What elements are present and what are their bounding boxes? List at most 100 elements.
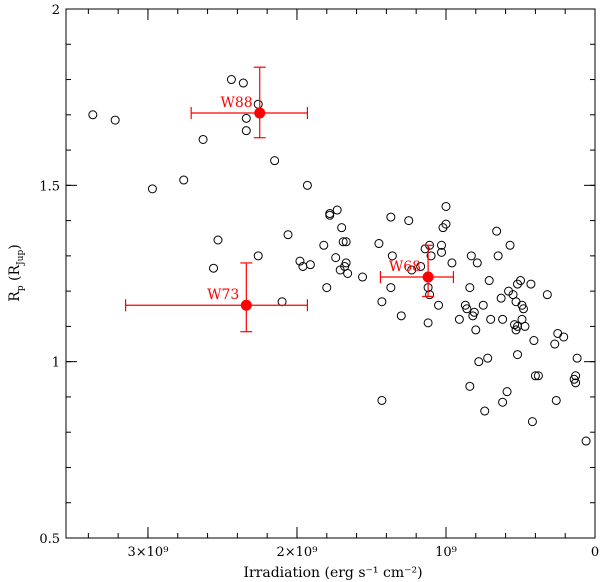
axis-ticks [66,8,596,539]
scatter-point [322,283,332,293]
scatter-point [88,110,98,120]
scatter-point [302,180,312,190]
scatter-point [341,237,351,247]
scatter-point [283,230,293,240]
scatter-point [374,239,384,249]
y-axis-title-paren-sub: Jup [16,250,26,266]
scatter-point [407,265,417,275]
scatter-point [496,293,506,303]
highlight-point [422,271,434,283]
scatter-point [572,353,582,363]
scatter-point [341,258,351,268]
y-axis-title-main: R [7,291,23,302]
scatter-point [480,406,490,416]
scatter-point [110,115,120,125]
scatter-point [147,184,157,194]
scatter-point [478,300,488,310]
scatter-point [462,304,472,314]
scatter-point [332,205,342,215]
x-tick-label: 0 [591,545,599,560]
highlight-label: W73 [207,287,239,303]
scatter-point [253,251,263,261]
scatter-point [529,336,539,346]
highlight-label: W88 [220,95,252,111]
scatter-point [179,175,189,185]
scatter-point [454,314,464,324]
scatter-point [387,251,397,261]
scatter-point [465,381,475,391]
y-axis-title-paren-close: ) [7,244,23,249]
scatter-point [550,339,560,349]
scatter-point [571,378,581,388]
scatter-point [386,283,396,293]
scatter-point [319,240,329,250]
scatter-point [518,304,528,314]
scatter-point [498,314,508,324]
scatter-point [213,235,223,245]
scatter-point [466,251,476,261]
scatter-point [471,325,481,335]
highlight-point [240,299,252,311]
scatter-point [338,237,348,247]
scatter-point [404,216,414,226]
axis-tick-labels: 3×10⁹ 2×10⁹ 10⁹ 0 0.5 1 1.5 2 [39,3,599,560]
scatter-point [498,397,508,407]
scatter-point [377,395,387,405]
scatter-point [416,261,426,271]
scatter-point [483,353,493,363]
scatter-point [515,276,525,286]
scatter-point [447,258,457,268]
highlight-label: W68 [389,259,421,275]
scatter-point [492,226,502,236]
scatter-point [434,300,444,310]
scatter-point [426,251,436,261]
highlight-point [254,107,266,119]
scatter-point [472,258,482,268]
y-tick-label: 2 [52,3,60,18]
scatter-point [386,212,396,222]
x-tick-label: 10⁹ [435,545,457,560]
y-axis-title-sub: p [16,285,26,291]
highlight-w68: W68 [379,244,455,298]
scatter-point [526,279,536,289]
scatter-point [425,290,435,300]
y-axis-title-paren-open: (R [7,264,23,285]
scatter-point [441,201,451,211]
scatter-point [502,387,512,397]
scatter-point [238,78,248,88]
scatter-point [511,325,521,335]
scatter-point [198,134,208,144]
y-tick-label: 0.5 [39,532,60,547]
scatter-point [551,395,561,405]
scatter-point [493,251,503,261]
scatter-point [486,314,496,324]
scatter-point [542,290,552,300]
scatter-point [358,272,368,282]
scatter-point [325,209,335,219]
scatter-point [513,350,523,360]
highlight-w73: W73 [125,262,309,333]
scatter-point [396,311,406,321]
scatter-point [226,75,236,85]
y-tick-label: 1 [52,356,60,371]
scatter-point [520,321,530,331]
scatter-point [465,283,475,293]
scatter-point [441,219,451,229]
scatter-point [484,276,494,286]
scatter-point [423,318,433,328]
scatter-point [474,357,484,367]
highlight-w88: W88 [190,66,309,139]
scatter-point [335,265,345,275]
scatter-point [209,263,219,273]
scatter-point [437,240,447,250]
scatter-point [331,253,341,263]
scatter-point [533,371,543,381]
plot-frame [65,8,596,539]
scatter-point [270,156,280,166]
scatter-point [505,240,515,250]
scatter-point [337,223,347,233]
scatter-point [377,297,387,307]
scatter-point [241,126,251,136]
